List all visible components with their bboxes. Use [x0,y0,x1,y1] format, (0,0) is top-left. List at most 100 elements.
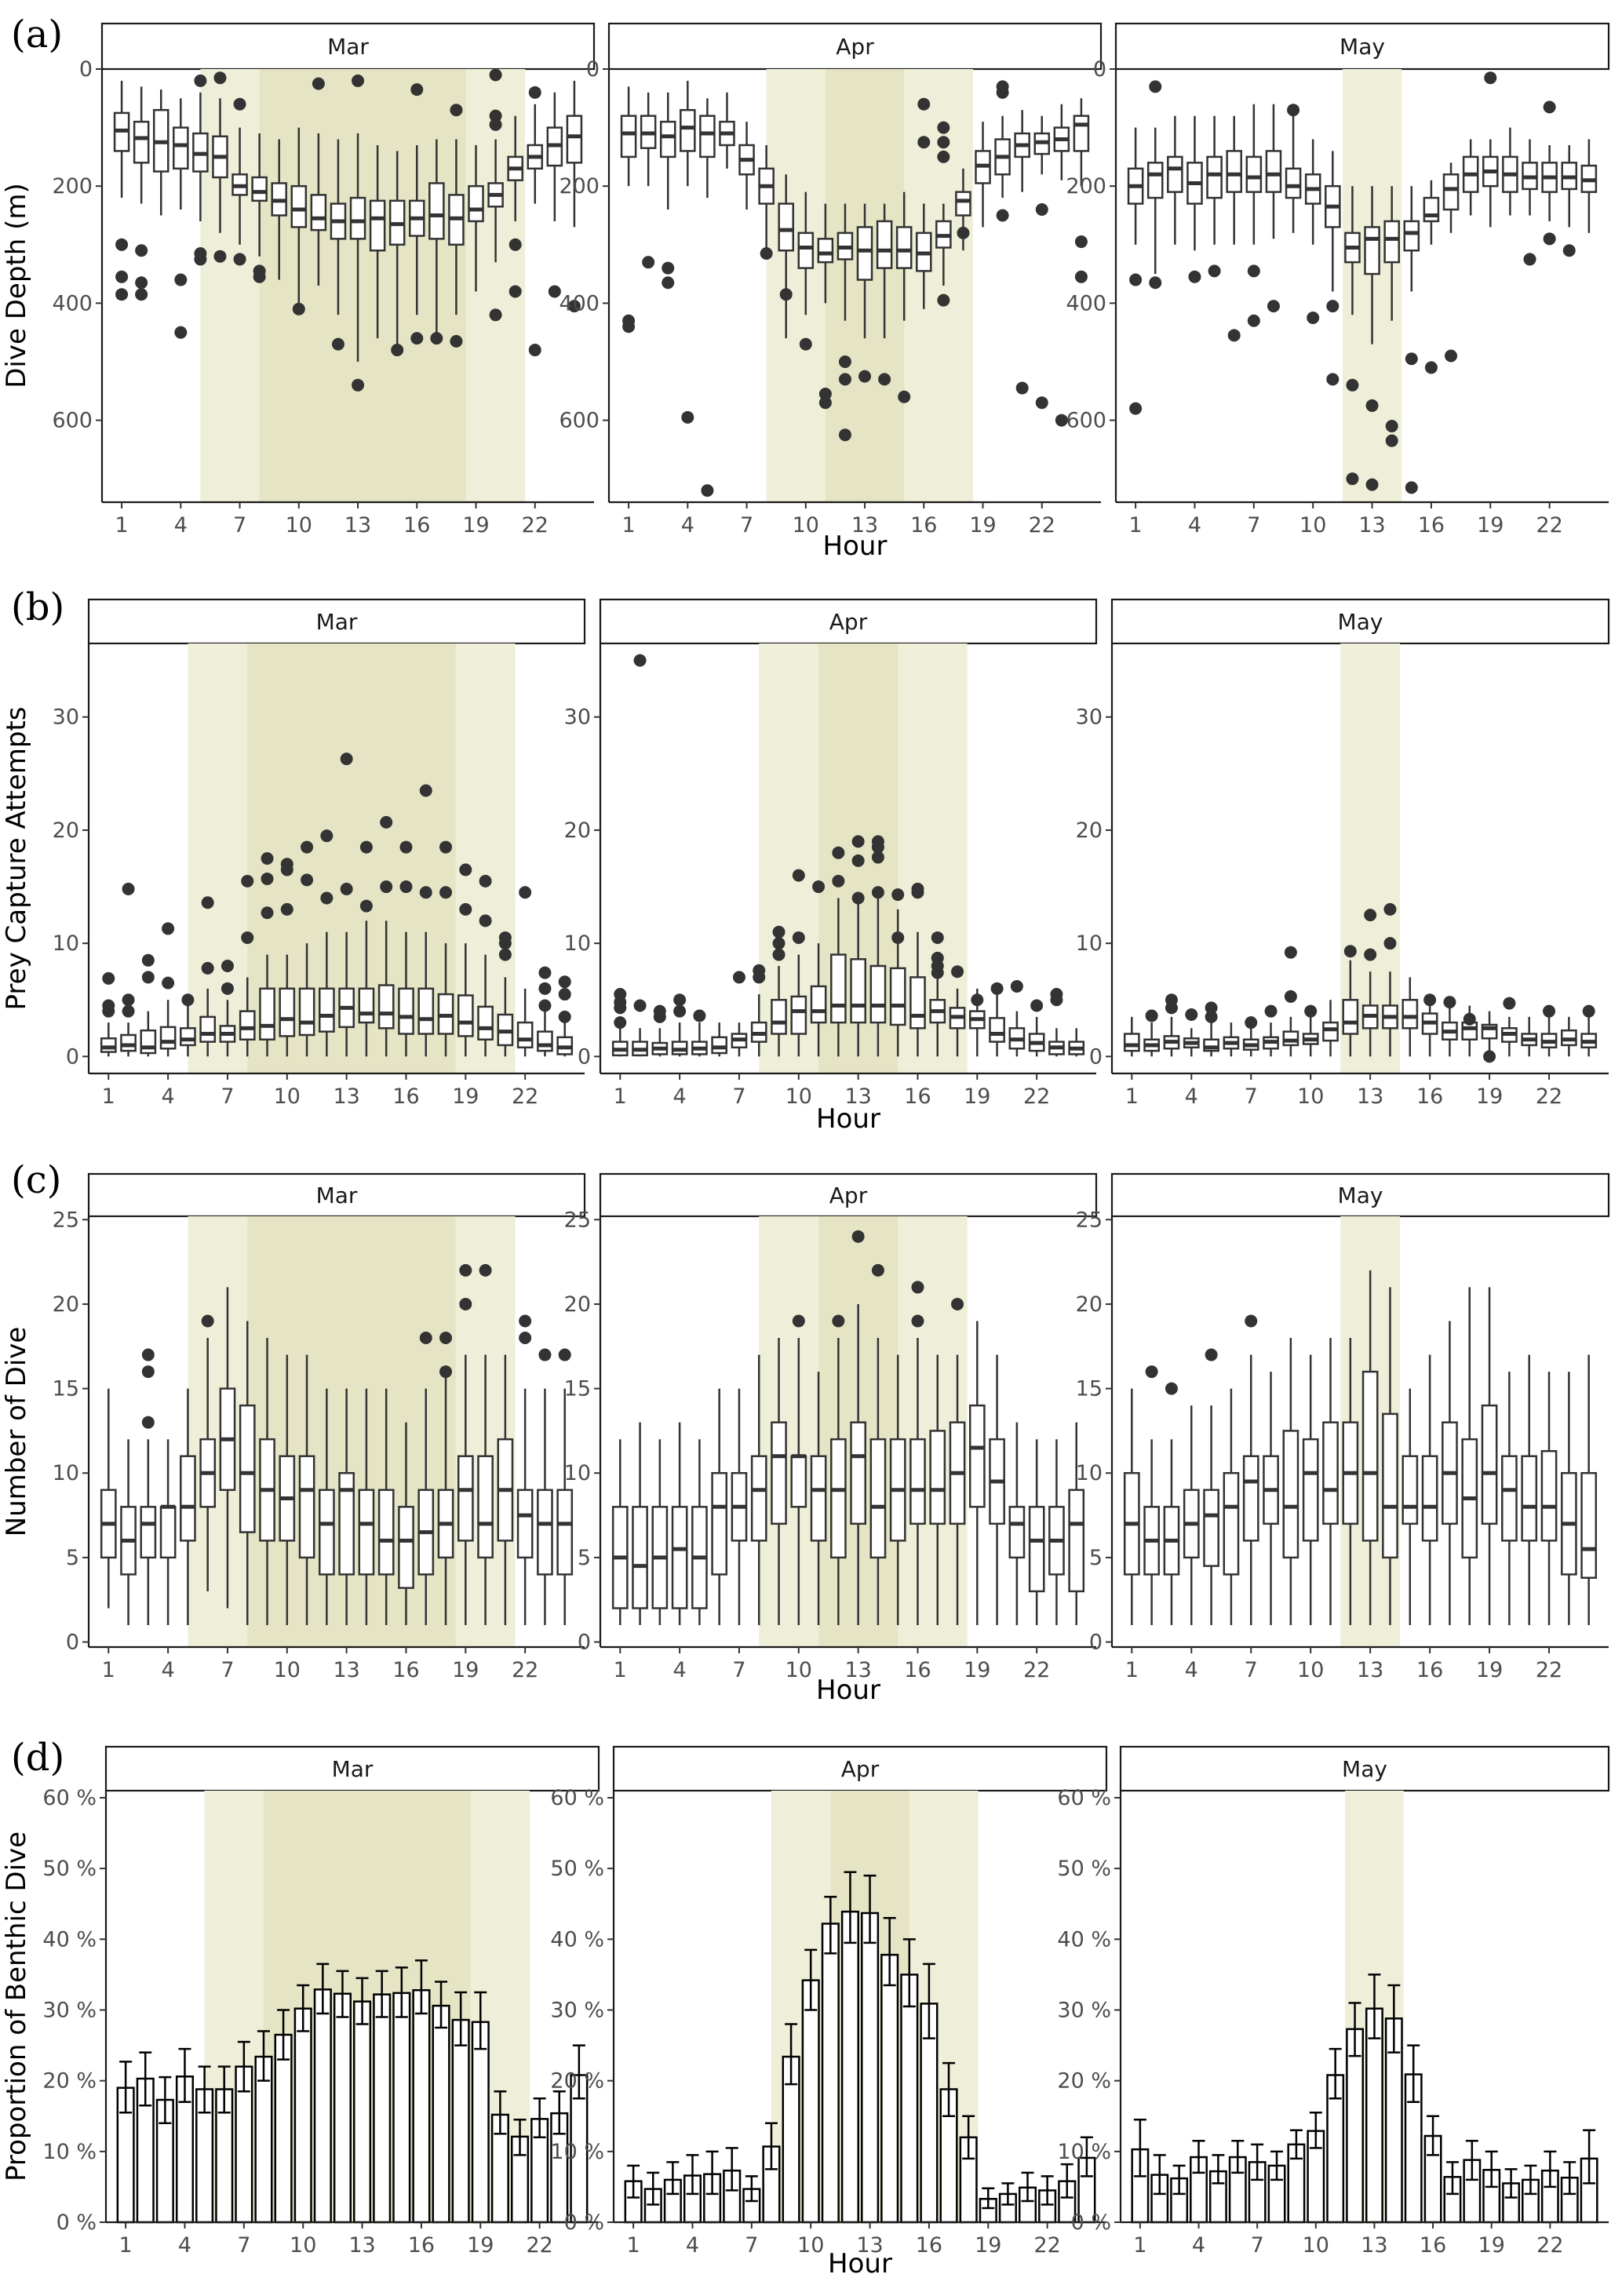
bar [293,2007,312,2224]
outlier-point [662,276,675,290]
outlier-point [489,118,502,131]
panel-label: (d) [11,1736,64,1780]
y-tick-label: 25 [53,1208,79,1232]
box [856,226,873,281]
x-tick-label: 22 [1023,1084,1050,1109]
box [1123,1033,1140,1052]
y-tick-label: 600 [52,409,93,433]
y-tick-label: 20 [53,1292,79,1317]
outlier-point [1145,1009,1158,1022]
y-tick-label: 10 % [1057,2140,1111,2164]
outlier-point [1424,361,1438,374]
x-tick-label: 10 [1297,1658,1324,1682]
bar [451,2018,470,2224]
y-tick-label: 0 [1093,57,1106,82]
outlier-point [851,1230,865,1243]
box [632,1506,648,1609]
y-tick-label: 30 % [42,1999,97,2023]
x-tick-label: 19 [1476,1084,1503,1109]
outlier-point [380,815,393,829]
x-tick-label: 19 [964,1658,990,1682]
y-tick-label: 20 % [1057,2069,1111,2094]
box [909,1438,926,1525]
outlier-point [399,880,413,894]
outlier-point [832,874,845,887]
x-tick-label: 13 [1357,1084,1383,1109]
outlier-point [642,256,655,269]
outlier-point [832,1314,845,1328]
bar [880,1953,899,2224]
box [428,182,445,240]
box [298,1455,315,1559]
x-tick-label: 10 [1297,1084,1324,1109]
y-axis-label: Number of Dive [1,1327,32,1537]
x-tick-label: 7 [221,1084,234,1109]
outlier-point [181,993,195,1007]
y-tick-label: 20 [53,818,79,843]
bar [412,1989,431,2224]
y-tick-label: 0 % [56,2210,97,2235]
outlier-point [1149,80,1162,93]
outlier-point [558,975,571,989]
y-tick-label: 0 [66,1631,79,1655]
outlier-point [261,872,274,885]
box [377,984,395,1030]
box [239,1404,256,1533]
outlier-point [633,654,647,667]
outlier-point [1582,1004,1595,1018]
box [817,238,834,264]
outlier-point [871,1263,884,1277]
y-tick-label: 30 [53,705,79,730]
y-axis-label: Proportion of Benthic Dive [1,1831,32,2181]
outlier-point [1364,909,1377,922]
box [1501,1455,1518,1542]
y-tick-label: 15 [564,1377,591,1401]
bar [900,1973,919,2224]
outlier-point [818,396,832,410]
x-tick-label: 22 [1536,1658,1562,1682]
outlier-point [951,1297,964,1310]
x-tick-label: 7 [1245,1084,1258,1109]
box [1361,1370,1379,1542]
box [1245,155,1263,193]
outlier-point [1543,100,1556,114]
outlier-point [352,378,365,392]
x-tick-label: 16 [916,2233,942,2258]
outlier-point [662,261,675,275]
outlier-point [340,882,353,895]
x-tick-label: 13 [856,2233,883,2258]
x-tick-label: 4 [162,1084,175,1109]
y-tick-label: 0 [578,1044,591,1069]
box [319,987,335,1033]
outlier-point [312,77,325,90]
outlier-point [1188,270,1201,283]
outlier-point [201,896,214,909]
outlier-point [1385,434,1398,447]
x-tick-label: 13 [333,1084,359,1109]
y-tick-label: 60 % [42,1786,97,1810]
outlier-point [135,276,148,290]
outlier-point [799,337,812,351]
x-tick-label: 7 [1245,1658,1258,1682]
box [180,1027,196,1047]
box [120,1033,137,1052]
outlier-point [937,293,950,307]
x-tick-label: 19 [452,1084,479,1109]
outlier-point [1264,1004,1278,1018]
y-tick-label: 0 % [564,2210,604,2235]
x-tick-label: 4 [162,1658,175,1682]
bar [313,1988,332,2224]
outlier-point [1326,373,1340,386]
outlier-point [1185,1008,1198,1022]
x-tick-label: 1 [1125,1084,1139,1109]
outlier-point [838,428,851,442]
box [778,202,794,252]
box [398,987,414,1035]
x-tick-label: 4 [178,2233,191,2258]
x-tick-label: 16 [392,1084,419,1109]
x-tick-label: 7 [732,1084,745,1109]
outlier-point [233,253,246,266]
outlier-point [419,886,432,899]
box [929,1430,946,1525]
outlier-point [792,869,805,882]
